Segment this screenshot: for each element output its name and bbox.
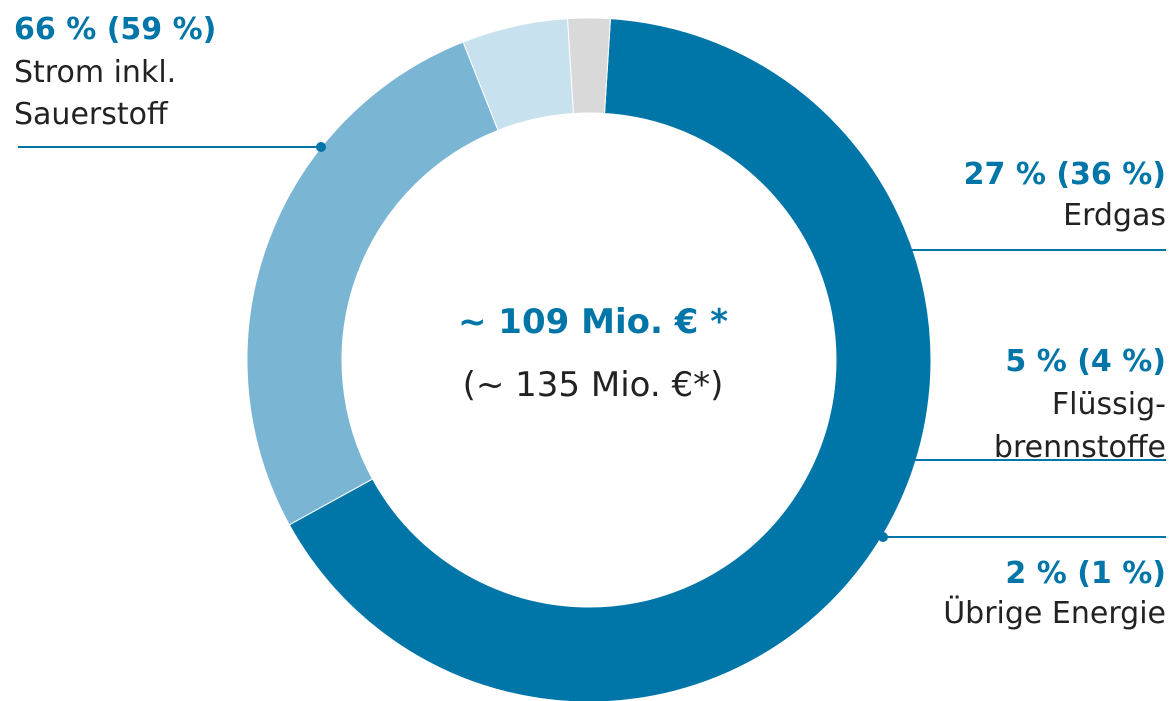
slice-label-erdgas: Erdgas (1063, 198, 1166, 233)
slice-uebrige (566, 17, 612, 115)
slice-label-strom-line1: Strom inkl. (14, 55, 176, 90)
slice-label-fluessig-line1: Flüssig- (1052, 387, 1166, 422)
slice-label-fluessig-line2: brennstoffe (994, 430, 1166, 465)
slice-strom (288, 18, 932, 701)
donut-slices (246, 17, 932, 701)
slice-percent-erdgas: 27 % (36 %) (964, 157, 1166, 192)
slice-percent-uebrige: 2 % (1 %) (1005, 556, 1166, 591)
leader-dot-strom (316, 142, 326, 152)
leader-lines (18, 142, 1166, 542)
slice-percent-strom: 66 % (59 %) (14, 12, 216, 47)
center-previous-total-label: (~ 135 Mio. €*) (463, 365, 724, 405)
slice-label-uebrige: Übrige Energie (943, 595, 1166, 631)
slice-label-strom-line2: Sauerstoff (14, 97, 169, 132)
leader-dot-uebrige (878, 532, 888, 542)
slice-percent-fluessig: 5 % (4 %) (1005, 344, 1166, 379)
slice-erdgas (246, 41, 499, 526)
leader-dot-erdgas (893, 245, 903, 255)
center-total-label: ~ 109 Mio. € * (458, 302, 728, 342)
leader-dot-fluessig (903, 455, 913, 465)
